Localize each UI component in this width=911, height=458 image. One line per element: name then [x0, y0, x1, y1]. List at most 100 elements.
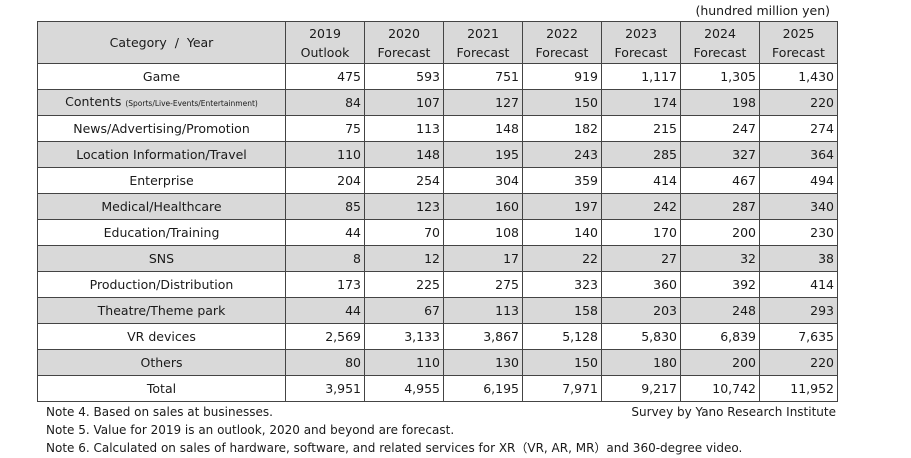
- value-cell: 158: [522, 297, 602, 324]
- value-cell: 414: [601, 167, 681, 194]
- value-cell: 148: [364, 141, 444, 168]
- note-6: Note 6. Calculated on sales of hardware,…: [46, 441, 743, 455]
- value-cell: 204: [285, 167, 365, 194]
- value-cell: 215: [601, 115, 681, 142]
- value-cell: 170: [601, 219, 681, 246]
- value-cell: 110: [364, 349, 444, 376]
- year-header: 2022 Forecast: [522, 21, 602, 64]
- value-cell: 230: [759, 219, 838, 246]
- value-cell: 3,867: [443, 323, 523, 350]
- category-cell: SNS: [37, 245, 286, 272]
- category-label: Location Information/Travel: [76, 146, 247, 162]
- category-label: Production/Distribution: [89, 276, 234, 292]
- value-cell: 392: [680, 271, 760, 298]
- value-cell: 148: [443, 115, 523, 142]
- value-cell: 225: [364, 271, 444, 298]
- value-cell: 274: [759, 115, 838, 142]
- value-cell: 127: [443, 89, 523, 116]
- value-cell: 32: [680, 245, 760, 272]
- value-cell: 44: [285, 219, 365, 246]
- value-cell: 2,569: [285, 323, 365, 350]
- market-size-table: Category / Year 2019 Outlook 2020 Forecast…: [37, 21, 838, 402]
- value-cell: 919: [522, 63, 602, 90]
- value-cell: 1,305: [680, 63, 760, 90]
- value-cell: 107: [364, 89, 444, 116]
- table-row: Game 475 593 751 919 1,117 1,305 1,430: [37, 63, 838, 90]
- value-cell: 22: [522, 245, 602, 272]
- value-cell: 150: [522, 349, 602, 376]
- value-cell: 113: [443, 297, 523, 324]
- category-label: Others: [140, 354, 183, 370]
- value-cell: 3,951: [285, 375, 365, 402]
- value-cell: 287: [680, 193, 760, 220]
- value-cell: 5,128: [522, 323, 602, 350]
- value-cell: 494: [759, 167, 838, 194]
- category-label: Total: [146, 380, 177, 396]
- value-cell: 275: [443, 271, 523, 298]
- category-cell: News/Advertising/Promotion: [37, 115, 286, 142]
- value-cell: 27: [601, 245, 681, 272]
- value-cell: 67: [364, 297, 444, 324]
- category-cell: Total: [37, 375, 286, 402]
- value-cell: 10,742: [680, 375, 760, 402]
- category-year-header: Category / Year: [37, 21, 286, 64]
- category-cell: Medical/Healthcare: [37, 193, 286, 220]
- value-cell: 38: [759, 245, 838, 272]
- table-row: Contents (Sports/Live-Events/Entertainme…: [37, 89, 838, 116]
- value-cell: 195: [443, 141, 523, 168]
- category-sublabel: (Sports/Live-Events/Entertainment): [125, 98, 258, 108]
- year-header: 2020 Forecast: [364, 21, 444, 64]
- value-cell: 197: [522, 193, 602, 220]
- value-cell: 327: [680, 141, 760, 168]
- year-header: 2025 Forecast: [759, 21, 838, 64]
- value-cell: 173: [285, 271, 365, 298]
- value-cell: 8: [285, 245, 365, 272]
- value-cell: 7,635: [759, 323, 838, 350]
- header-row: Category / Year 2019 Outlook 2020 Forecast…: [37, 21, 838, 64]
- table-row: Medical/Healthcare 85 123 160 197 242 287 340: [37, 193, 838, 220]
- value-cell: 323: [522, 271, 602, 298]
- category-cell: Contents (Sports/Live-Events/Entertainme…: [37, 89, 286, 116]
- category-label: SNS: [148, 250, 175, 266]
- category-cell: Enterprise: [37, 167, 286, 194]
- value-cell: 9,217: [601, 375, 681, 402]
- value-cell: 4,955: [364, 375, 444, 402]
- table-row: Total 3,951 4,955 6,195 7,971 9,217 10,742 11,9…: [37, 375, 838, 402]
- value-cell: 198: [680, 89, 760, 116]
- value-cell: 160: [443, 193, 523, 220]
- value-cell: 203: [601, 297, 681, 324]
- value-cell: 85: [285, 193, 365, 220]
- value-cell: 5,830: [601, 323, 681, 350]
- table-row: SNS 8 12 17 22 27 32 38: [37, 245, 838, 272]
- year-header: 2019 Outlook: [285, 21, 365, 64]
- category-label: Medical/Healthcare: [101, 198, 222, 214]
- value-cell: 1,117: [601, 63, 681, 90]
- table-body: Game 475 593 751 919 1,117 1,305 1,430 Contents …: [37, 63, 838, 402]
- value-cell: 84: [285, 89, 365, 116]
- value-cell: 220: [759, 89, 838, 116]
- value-cell: 130: [443, 349, 523, 376]
- value-cell: 80: [285, 349, 365, 376]
- source-credit: Survey by Yano Research Institute: [631, 405, 836, 419]
- value-cell: 3,133: [364, 323, 444, 350]
- category-cell: Production/Distribution: [37, 271, 286, 298]
- value-cell: 220: [759, 349, 838, 376]
- value-cell: 293: [759, 297, 838, 324]
- category-label: News/Advertising/Promotion: [73, 120, 250, 136]
- value-cell: 17: [443, 245, 523, 272]
- table-row: Enterprise 204 254 304 359 414 467 494: [37, 167, 838, 194]
- value-cell: 200: [680, 349, 760, 376]
- value-cell: 140: [522, 219, 602, 246]
- value-cell: 467: [680, 167, 760, 194]
- table-row: Theatre/Theme park 44 67 113 158 203 248 293: [37, 297, 838, 324]
- value-cell: 248: [680, 297, 760, 324]
- value-cell: 414: [759, 271, 838, 298]
- value-cell: 364: [759, 141, 838, 168]
- note-4: Note 4. Based on sales at businesses.: [46, 405, 273, 419]
- value-cell: 304: [443, 167, 523, 194]
- value-cell: 751: [443, 63, 523, 90]
- value-cell: 475: [285, 63, 365, 90]
- value-cell: 593: [364, 63, 444, 90]
- unit-label: (hundred million yen): [695, 3, 830, 18]
- value-cell: 150: [522, 89, 602, 116]
